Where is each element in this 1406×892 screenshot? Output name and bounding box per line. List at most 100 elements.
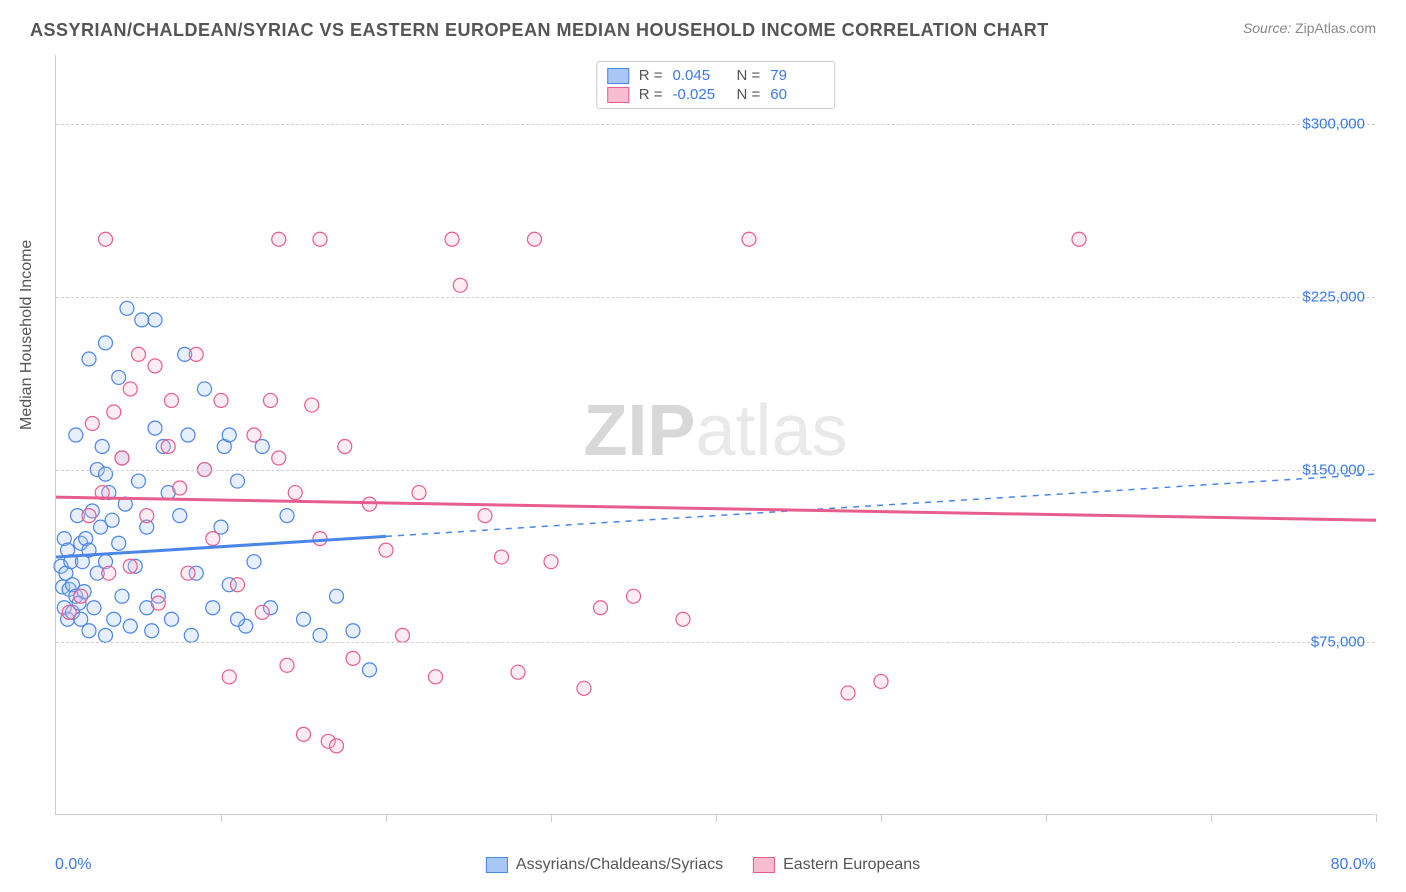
footer-legend: Assyrians/Chaldeans/Syriacs Eastern Europ… [486,856,920,874]
data-point [676,612,690,626]
chart-svg [56,55,1375,814]
y-tick-label: $75,000 [1311,634,1365,651]
data-point [330,739,344,753]
y-axis-title: Median Household Income [18,240,36,430]
data-point [528,232,542,246]
legend-swatch [607,87,629,103]
r-label: R = [639,67,663,84]
data-point [841,686,855,700]
data-point [544,555,558,569]
data-point [222,428,236,442]
data-point [495,550,509,564]
data-point [198,382,212,396]
data-point [62,605,76,619]
data-point [412,486,426,500]
x-axis-min-label: 0.0% [55,856,91,874]
data-point [161,440,175,454]
data-point [82,624,96,638]
scatter-plot: ZIPatlas R =0.045N =79R =-0.025N =60 $75… [55,55,1375,815]
x-tick [1376,814,1377,822]
data-point [305,398,319,412]
data-point [151,596,165,610]
data-point [264,393,278,407]
data-point [145,624,159,638]
data-point [132,347,146,361]
x-tick [716,814,717,822]
legend-swatch [486,857,508,873]
r-label: R = [639,86,663,103]
data-point [99,336,113,350]
data-point [123,619,137,633]
data-point [346,624,360,638]
data-point [173,481,187,495]
data-point [594,601,608,615]
data-point [313,628,327,642]
data-point [280,658,294,672]
data-point [297,612,311,626]
x-tick [386,814,387,822]
data-point [115,589,129,603]
data-point [231,612,245,626]
data-point [148,313,162,327]
data-point [396,628,410,642]
data-point [148,421,162,435]
data-point [74,589,88,603]
source-attribution: Source: ZipAtlas.com [1243,20,1376,36]
n-value: 60 [770,86,824,103]
gridline [56,124,1375,125]
data-point [115,451,129,465]
data-point [82,352,96,366]
data-point [429,670,443,684]
trend-line-solid [56,536,386,557]
data-point [95,440,109,454]
data-point [874,674,888,688]
x-axis-max-label: 80.0% [1331,856,1376,874]
stats-row: R =0.045N =79 [607,66,825,85]
data-point [148,359,162,373]
data-point [742,232,756,246]
data-point [214,393,228,407]
data-point [453,278,467,292]
data-point [222,670,236,684]
x-tick [551,814,552,822]
trend-line-solid [56,497,1376,520]
r-value: -0.025 [673,86,727,103]
data-point [445,232,459,246]
data-point [120,301,134,315]
data-point [99,628,113,642]
data-point [478,509,492,523]
data-point [105,513,119,527]
data-point [112,536,126,550]
data-point [363,663,377,677]
gridline [56,470,1375,471]
data-point [173,509,187,523]
data-point [313,232,327,246]
data-point [87,601,101,615]
legend-swatch [753,857,775,873]
n-label: N = [737,67,761,84]
y-tick-label: $150,000 [1302,461,1365,478]
data-point [140,509,154,523]
data-point [577,681,591,695]
data-point [99,232,113,246]
chart-title: ASSYRIAN/CHALDEAN/SYRIAC VS EASTERN EURO… [30,20,1049,41]
gridline [56,297,1375,298]
data-point [82,509,96,523]
x-tick [881,814,882,822]
legend-item: Assyrians/Chaldeans/Syriacs [486,856,723,874]
data-point [272,232,286,246]
data-point [112,370,126,384]
data-point [231,474,245,488]
r-value: 0.045 [673,67,727,84]
y-tick-label: $225,000 [1302,288,1365,305]
data-point [132,474,146,488]
legend-swatch [607,68,629,84]
data-point [330,589,344,603]
data-point [346,651,360,665]
legend-item: Eastern Europeans [753,856,920,874]
gridline [56,642,1375,643]
x-tick [221,814,222,822]
n-label: N = [737,86,761,103]
source-value: ZipAtlas.com [1295,20,1376,36]
data-point [379,543,393,557]
